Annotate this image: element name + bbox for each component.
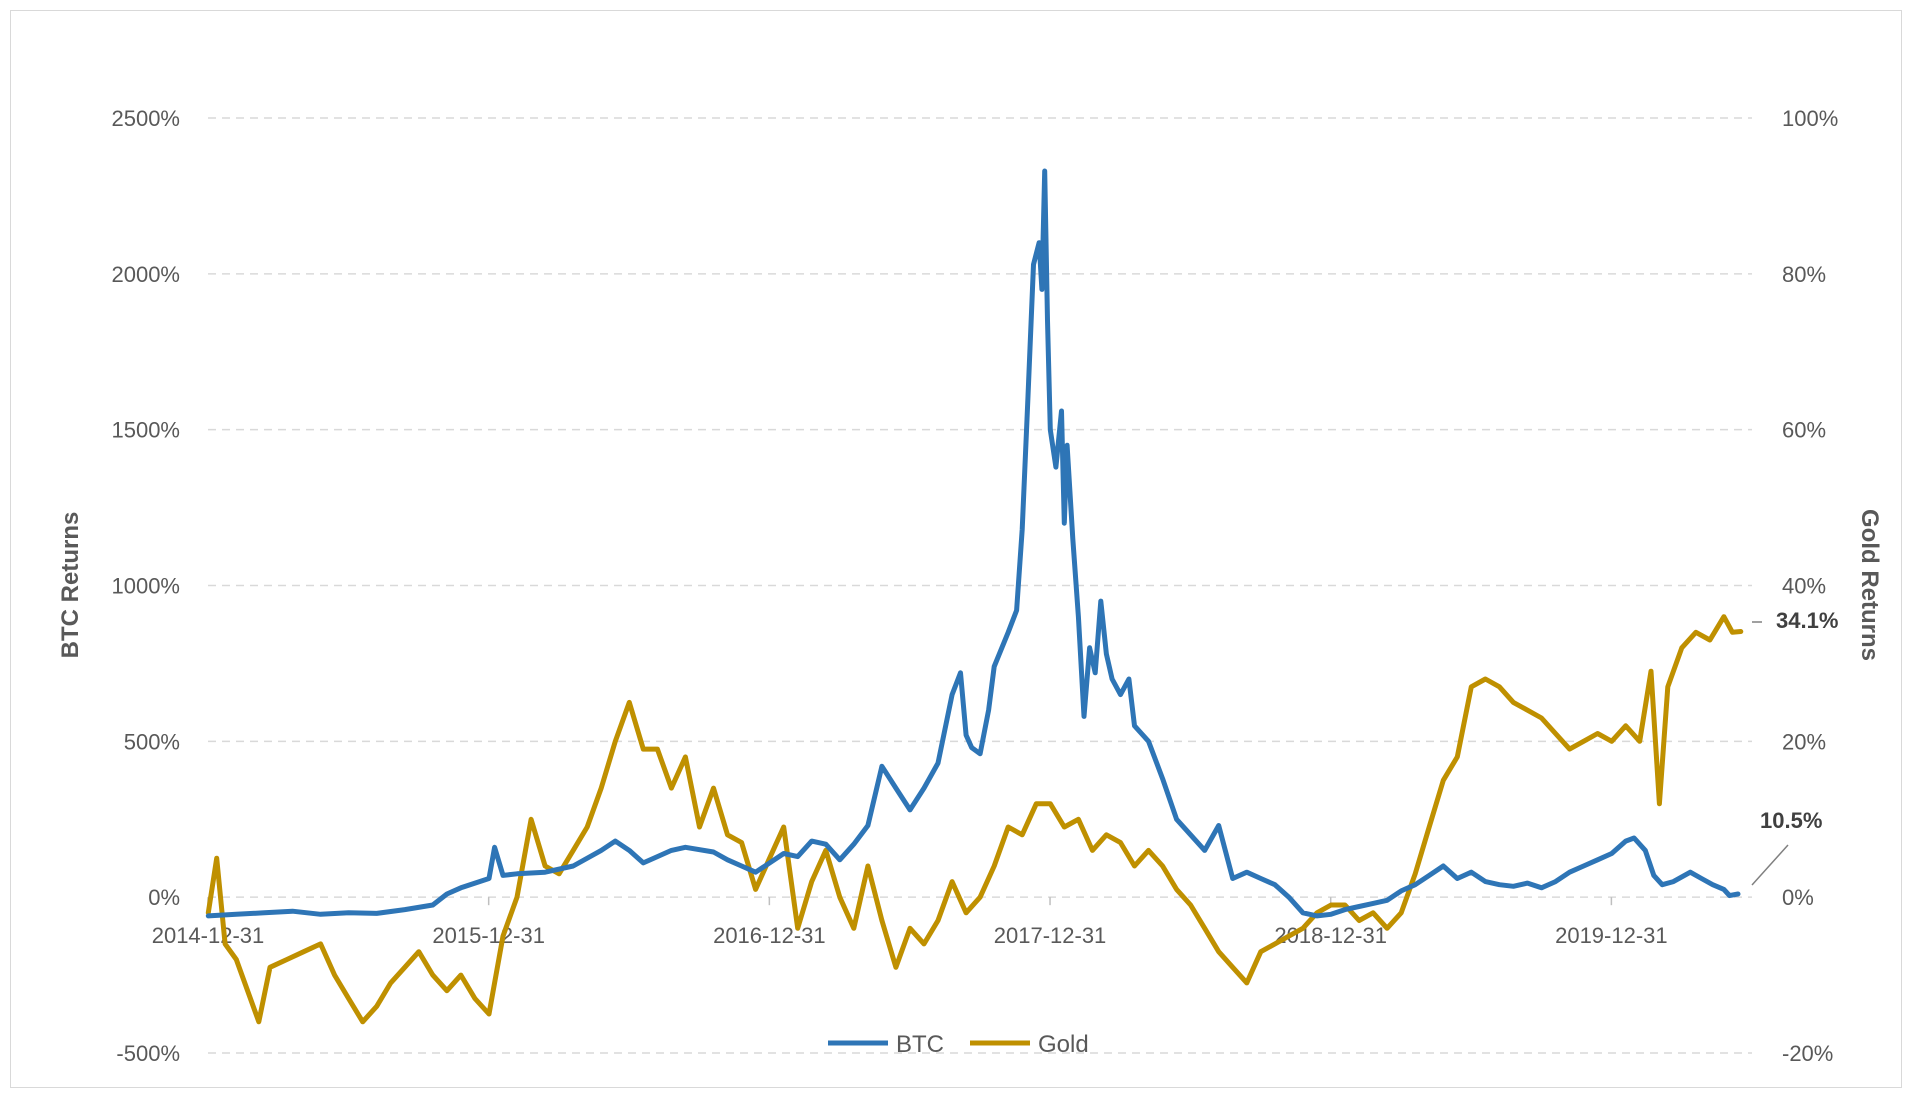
x-tick-label: 2016-12-31 xyxy=(713,923,826,948)
series-line-btc xyxy=(205,168,1741,919)
y-left-tick-label: 0% xyxy=(148,885,180,910)
annotation-gold-value: 34.1% xyxy=(1776,608,1838,633)
x-tick-label: 2019-12-31 xyxy=(1555,923,1668,948)
gridlines xyxy=(208,117,1752,1054)
x-tick-label: 2015-12-31 xyxy=(432,923,545,948)
y-left-tick-label: 500% xyxy=(124,729,180,754)
y-left-tick-label: 2000% xyxy=(111,262,180,287)
annotations: 34.1% 10.5% xyxy=(1751,608,1838,886)
y-right-tick-label: 20% xyxy=(1782,729,1826,754)
chart-frame xyxy=(10,10,1902,1088)
x-tick-label: 2014-12-31 xyxy=(152,923,265,948)
y-right-tick-label: 100% xyxy=(1782,106,1838,131)
legend-btc-label: BTC xyxy=(896,1031,944,1058)
y-right-tick-label: 40% xyxy=(1782,574,1826,599)
x-tick-labels: 2014-12-31 2015-12-31 2016-12-31 2017-12-31… xyxy=(152,897,1668,948)
y-right-tick-label: 0% xyxy=(1782,885,1814,910)
series-lines xyxy=(205,168,1744,1025)
legend: BTC Gold xyxy=(828,1031,1089,1058)
annotation-btc-value: 10.5% xyxy=(1760,808,1822,833)
y-left-axis-title: BTC Returns xyxy=(57,512,84,659)
y-right-tick-label: -20% xyxy=(1782,1041,1833,1066)
y-left-tick-label: 2500% xyxy=(111,106,180,131)
y-left-tick-label: 1500% xyxy=(111,418,180,443)
y-right-tick-label: 80% xyxy=(1782,262,1826,287)
x-tick-label: 2017-12-31 xyxy=(994,923,1107,948)
y-left-tick-label: 1000% xyxy=(111,574,180,599)
annotation-btc-leader xyxy=(1751,844,1789,886)
y-right-tick-labels: 100% 80% 60% 40% 20% 0% -20% xyxy=(1782,106,1838,1066)
y-right-tick-label: 60% xyxy=(1782,418,1826,443)
y-left-tick-labels: 2500% 2000% 1500% 1000% 500% 0% -500% xyxy=(111,106,180,1066)
y-right-axis-title: Gold Returns xyxy=(1856,509,1883,661)
legend-gold-label: Gold xyxy=(1038,1031,1089,1058)
y-left-tick-label: -500% xyxy=(116,1041,180,1066)
series-line-gold xyxy=(205,614,1744,1025)
